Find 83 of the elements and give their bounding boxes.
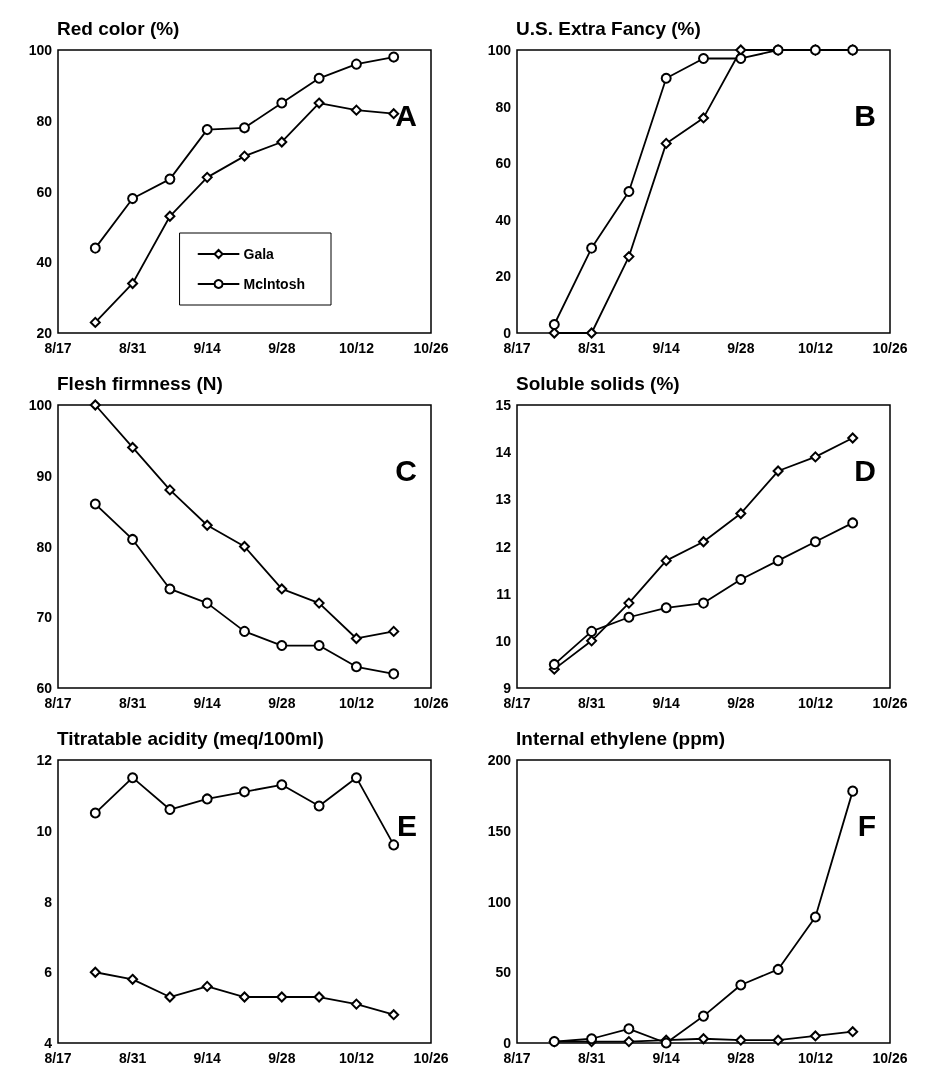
- x-tick-label: 8/17: [503, 1050, 531, 1066]
- y-tick-label: 20: [495, 268, 512, 285]
- y-tick-label: 80: [36, 112, 53, 129]
- x-tick-label: 10/26: [872, 695, 908, 711]
- x-tick-label: 8/17: [44, 340, 72, 356]
- x-tick-label: 9/28: [727, 1050, 755, 1066]
- x-tick-label: 9/28: [727, 695, 755, 711]
- y-tick-label: 150: [487, 822, 512, 839]
- x-tick-label: 10/26: [413, 695, 449, 711]
- x-tick-label: 8/31: [577, 1050, 606, 1066]
- x-tick-label: 10/26: [413, 1050, 449, 1066]
- y-tick-label: 15: [495, 397, 512, 413]
- x-tick-label: 10/12: [338, 1050, 375, 1066]
- x-tick-label: 9/14: [652, 695, 681, 711]
- chart-title: Flesh firmness (N): [57, 373, 223, 394]
- chart-title: Internal ethylene (ppm): [516, 728, 726, 749]
- x-tick-label: 10/12: [338, 695, 375, 711]
- annotation: D: [854, 453, 877, 487]
- y-tick-label: 60: [36, 680, 53, 696]
- y-tick-label: 12: [495, 538, 512, 555]
- x-tick-label: 8/31: [118, 340, 147, 356]
- y-tick-label: 100: [487, 893, 512, 910]
- x-tick-label: 9/14: [193, 340, 222, 356]
- y-tick-label: 40: [495, 211, 512, 228]
- x-tick-label: 10/12: [797, 1050, 834, 1066]
- y-tick-label: 10: [36, 822, 53, 839]
- x-tick-label: 9/28: [268, 695, 296, 711]
- x-tick-label: 9/14: [193, 695, 222, 711]
- annotation: F: [857, 808, 876, 842]
- y-tick-label: 4: [44, 1035, 53, 1051]
- x-tick-label: 9/14: [652, 1050, 681, 1066]
- y-tick-label: 0: [503, 1035, 512, 1051]
- annotation: B: [854, 98, 877, 132]
- x-tick-label: 8/17: [44, 695, 72, 711]
- annotation: C: [395, 453, 418, 487]
- legend-label: Mclntosh: [243, 276, 306, 292]
- y-tick-label: 60: [495, 155, 512, 172]
- y-tick-label: 13: [495, 491, 512, 508]
- x-tick-label: 9/14: [193, 1050, 222, 1066]
- chart-title: U.S. Extra Fancy (%): [516, 18, 701, 39]
- y-tick-label: 12: [36, 752, 53, 768]
- x-tick-label: 9/28: [727, 340, 755, 356]
- chart-title: Soluble solids (%): [516, 373, 680, 394]
- y-tick-label: 40: [36, 254, 53, 271]
- x-tick-label: 9/28: [268, 340, 296, 356]
- y-tick-label: 6: [44, 964, 53, 981]
- legend-label: Gala: [243, 246, 275, 262]
- y-tick-label: 8: [44, 893, 53, 910]
- y-tick-label: 60: [36, 183, 53, 200]
- x-tick-label: 8/31: [118, 695, 147, 711]
- x-tick-label: 10/26: [872, 340, 908, 356]
- y-tick-label: 0: [503, 325, 512, 341]
- chart-title: Red color (%): [57, 18, 180, 39]
- y-tick-label: 80: [495, 98, 512, 115]
- y-tick-label: 10: [495, 632, 512, 649]
- x-tick-label: 8/17: [44, 1050, 72, 1066]
- x-tick-label: 8/31: [577, 340, 606, 356]
- x-tick-label: 8/31: [118, 1050, 147, 1066]
- y-tick-label: 100: [28, 397, 53, 413]
- y-tick-label: 70: [36, 609, 53, 626]
- x-tick-label: 10/12: [338, 340, 375, 356]
- x-tick-label: 9/14: [652, 340, 681, 356]
- y-tick-label: 90: [36, 467, 53, 484]
- y-tick-label: 100: [28, 42, 53, 58]
- x-tick-label: 10/26: [413, 340, 449, 356]
- annotation: E: [396, 808, 418, 842]
- y-tick-label: 9: [503, 680, 512, 696]
- x-tick-label: 10/12: [797, 340, 834, 356]
- x-tick-label: 8/31: [577, 695, 606, 711]
- x-tick-label: 8/17: [503, 695, 531, 711]
- y-tick-label: 14: [495, 444, 512, 461]
- chart-title: Titratable acidity (meq/100ml): [57, 728, 324, 749]
- annotation: A: [395, 98, 418, 132]
- y-tick-label: 200: [487, 752, 512, 768]
- y-tick-label: 20: [36, 325, 53, 341]
- x-tick-label: 10/12: [797, 695, 834, 711]
- x-tick-label: 10/26: [872, 1050, 908, 1066]
- x-tick-label: 8/17: [503, 340, 531, 356]
- y-tick-label: 100: [487, 42, 512, 58]
- y-tick-label: 11: [496, 585, 512, 602]
- x-tick-label: 9/28: [268, 1050, 296, 1066]
- y-tick-label: 80: [36, 538, 53, 555]
- y-tick-label: 50: [495, 964, 512, 981]
